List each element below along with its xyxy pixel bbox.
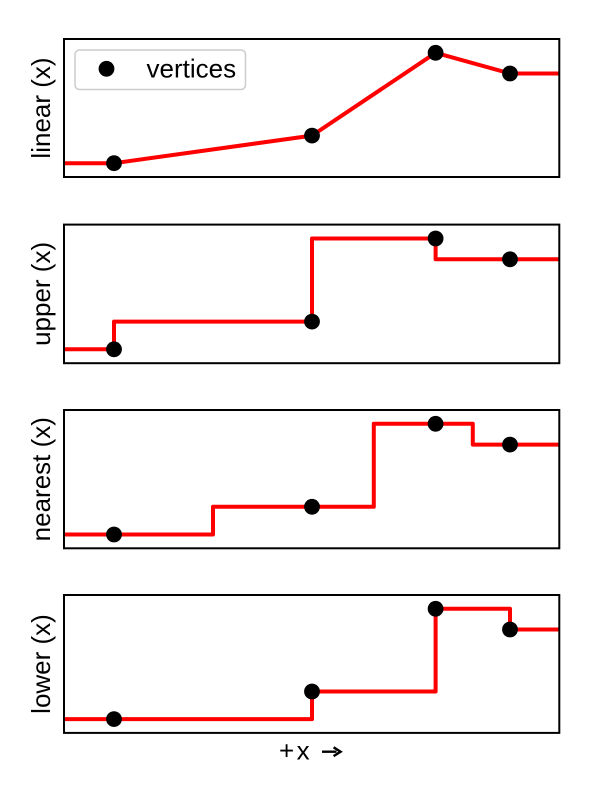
svg-text:upper (x): upper (x): [26, 242, 56, 346]
svg-text:vertices: vertices: [147, 54, 237, 84]
svg-text:+x: +x: [279, 736, 312, 766]
svg-text:nearest (x): nearest (x): [26, 417, 56, 541]
svg-text:linear (x): linear (x): [26, 57, 56, 158]
svg-text:lower (x): lower (x): [26, 614, 56, 714]
